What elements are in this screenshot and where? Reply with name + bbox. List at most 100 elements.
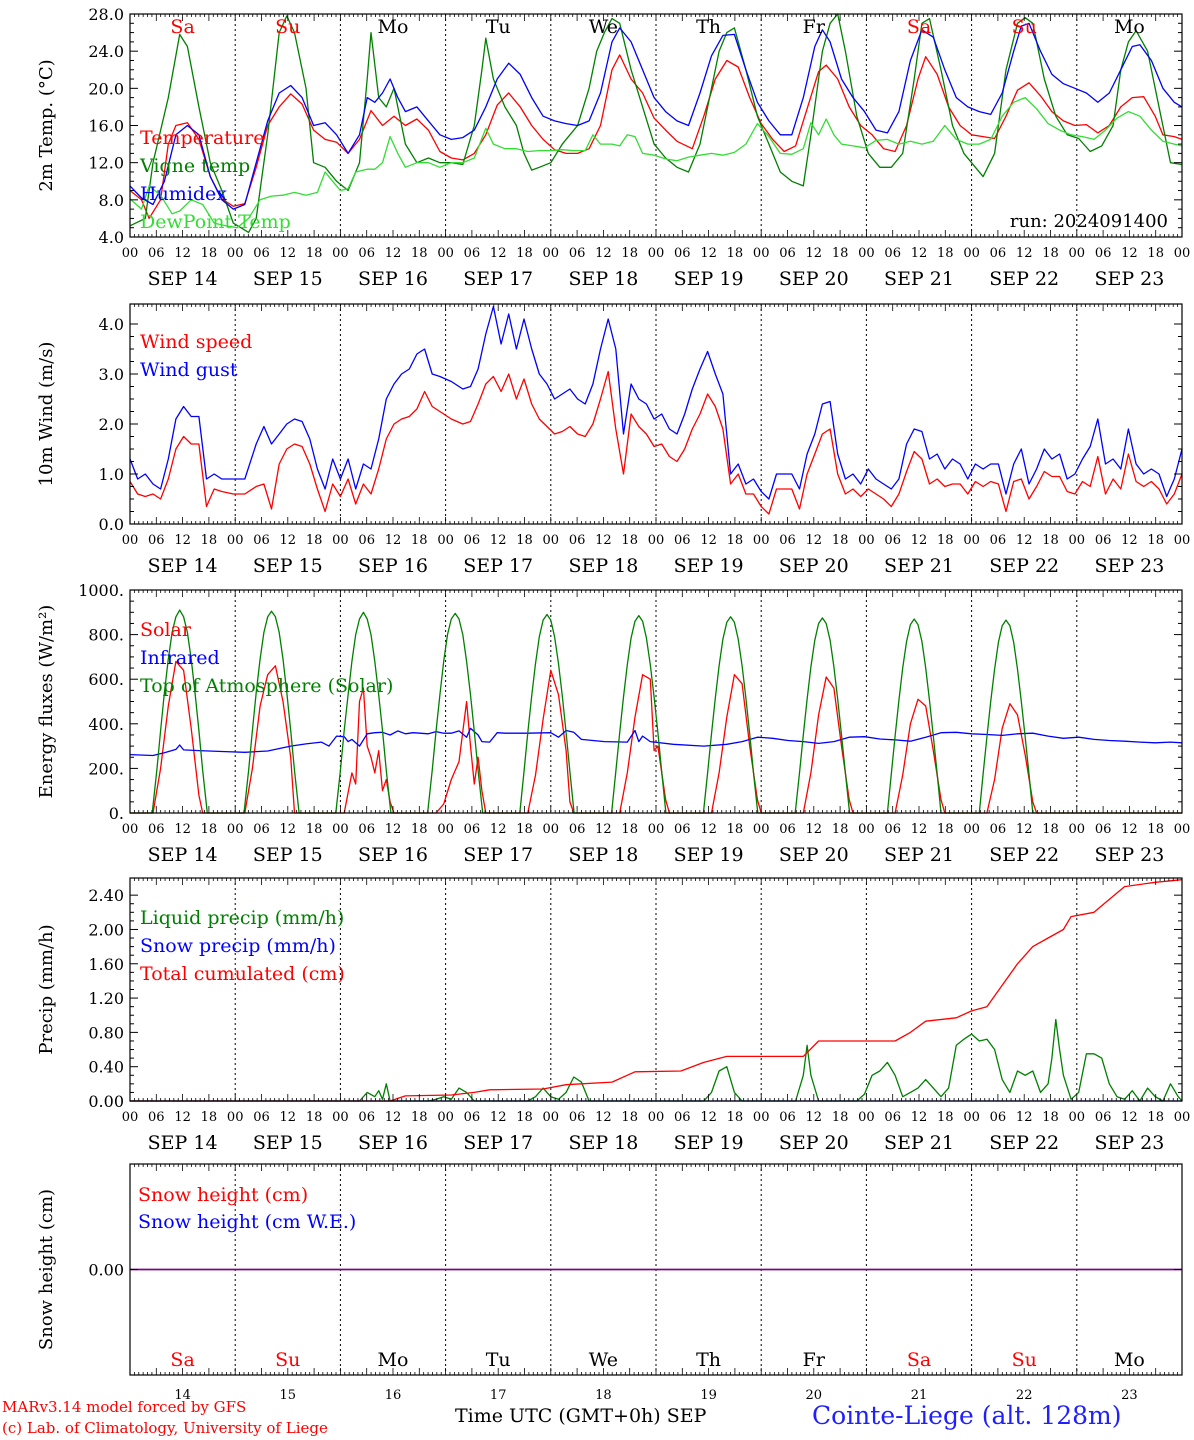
hour-label: 18 xyxy=(516,822,533,837)
hour-label: 00 xyxy=(1174,246,1191,261)
run-annotation: run: 2024091400 xyxy=(1010,211,1168,232)
hour-label: 00 xyxy=(858,246,875,261)
date-label: SEP 21 xyxy=(884,268,954,290)
day-number: 19 xyxy=(700,1388,717,1403)
hour-label: 06 xyxy=(674,1110,691,1125)
day-number: 17 xyxy=(490,1388,507,1403)
hour-label: 12 xyxy=(700,533,717,548)
hour-label: 12 xyxy=(1121,1110,1138,1125)
hour-label: 18 xyxy=(201,246,218,261)
series-line-energy-0 xyxy=(130,660,1182,814)
day-number: 22 xyxy=(1016,1388,1033,1403)
y-tick-label: 400. xyxy=(88,715,124,734)
y-tick-label: 800. xyxy=(88,626,124,645)
hour-label: 06 xyxy=(884,822,901,837)
hour-label: 00 xyxy=(963,1110,980,1125)
weekday-label-top: Sa xyxy=(170,16,194,38)
hour-label: 18 xyxy=(727,822,744,837)
hour-label: 00 xyxy=(437,246,454,261)
date-label: SEP 16 xyxy=(358,268,428,290)
hour-label: 12 xyxy=(385,246,402,261)
legend-0: Solar xyxy=(140,619,192,641)
hour-label: 00 xyxy=(1069,533,1086,548)
precip-panel: 0.00 0.40 0.80 1.20 1.60 2.00 2.40 Precip (mm/h… xyxy=(36,877,1190,1154)
hour-label: 06 xyxy=(990,533,1007,548)
date-label: SEP 22 xyxy=(989,555,1059,577)
date-label: SEP 14 xyxy=(148,1132,218,1154)
hour-label: 18 xyxy=(832,1110,849,1125)
hour-label: 00 xyxy=(332,822,349,837)
hour-label: 18 xyxy=(411,822,428,837)
weekday-label-top: We xyxy=(589,16,618,38)
hour-label: 18 xyxy=(937,246,954,261)
hour-label: 06 xyxy=(884,1110,901,1125)
hour-label: 00 xyxy=(753,822,770,837)
hour-label: 18 xyxy=(306,246,323,261)
y-tick-label: 0.00 xyxy=(88,1092,124,1111)
hour-label: 06 xyxy=(990,246,1007,261)
y-tick-label: 0. xyxy=(109,804,124,823)
hour-label: 00 xyxy=(648,246,665,261)
date-label: SEP 20 xyxy=(779,1132,849,1154)
date-label: SEP 21 xyxy=(884,844,954,866)
hour-label: 06 xyxy=(148,822,165,837)
day-number: 14 xyxy=(174,1388,191,1403)
hour-label: 18 xyxy=(727,533,744,548)
hour-label: 12 xyxy=(1016,1110,1033,1125)
hour-label: 12 xyxy=(174,533,191,548)
hour-label: 00 xyxy=(437,1110,454,1125)
hour-label: 12 xyxy=(174,1110,191,1125)
legend-1: Snow precip (mm/h) xyxy=(140,935,336,957)
date-label: SEP 22 xyxy=(989,268,1059,290)
legend-0: Liquid precip (mm/h) xyxy=(140,907,344,929)
hour-label: 12 xyxy=(490,1110,507,1125)
y-tick-label: 3.0 xyxy=(99,365,124,384)
hour-label: 12 xyxy=(806,1110,823,1125)
y-axis-label: Energy fluxes (W/m²) xyxy=(36,605,57,799)
weekday-label-bottom: Su xyxy=(275,1349,300,1371)
date-label: SEP 14 xyxy=(148,268,218,290)
hour-label: 00 xyxy=(332,246,349,261)
weekday-label-bottom: We xyxy=(589,1349,618,1371)
hour-label: 06 xyxy=(990,1110,1007,1125)
hour-label: 12 xyxy=(1121,822,1138,837)
hour-label: 12 xyxy=(174,246,191,261)
hour-label: 06 xyxy=(358,1110,375,1125)
hour-label: 06 xyxy=(884,246,901,261)
hour-label: 12 xyxy=(911,1110,928,1125)
hour-label: 06 xyxy=(569,246,586,261)
hour-label: 12 xyxy=(385,1110,402,1125)
y-tick-label: 1.60 xyxy=(88,955,124,974)
date-label: SEP 19 xyxy=(674,1132,744,1154)
hour-label: 18 xyxy=(411,1110,428,1125)
hour-label: 00 xyxy=(437,533,454,548)
y-axis-label: Precip (mm/h) xyxy=(36,924,57,1054)
y-tick-label: 1000. xyxy=(78,581,124,600)
hour-label: 12 xyxy=(1016,533,1033,548)
hour-label: 18 xyxy=(1042,822,1059,837)
hour-label: 18 xyxy=(937,533,954,548)
date-label: SEP 19 xyxy=(674,844,744,866)
hour-label: 06 xyxy=(569,1110,586,1125)
y-tick-label: 16.0 xyxy=(88,117,124,136)
day-number: 21 xyxy=(911,1388,928,1403)
weekday-label-top: Mo xyxy=(1114,16,1145,38)
hour-label: 18 xyxy=(516,1110,533,1125)
weekday-label-top: Su xyxy=(275,16,300,38)
hour-label: 18 xyxy=(201,822,218,837)
hour-label: 06 xyxy=(1095,822,1112,837)
hour-label: 00 xyxy=(1069,1110,1086,1125)
hour-label: 12 xyxy=(280,1110,297,1125)
hour-label: 18 xyxy=(516,533,533,548)
hour-label: 18 xyxy=(201,533,218,548)
station-label: Cointe-Liege (alt. 128m) xyxy=(812,1401,1122,1430)
legend-1: Infrared xyxy=(140,647,220,669)
date-label: SEP 17 xyxy=(463,268,533,290)
hour-label: 00 xyxy=(122,1110,139,1125)
hour-label: 06 xyxy=(1095,533,1112,548)
weekday-label-bottom: Tu xyxy=(486,1349,511,1371)
date-label: SEP 17 xyxy=(463,844,533,866)
model-credit: MARv3.14 model forced by GFS xyxy=(2,1398,247,1416)
hour-label: 18 xyxy=(727,246,744,261)
weekday-label-bottom: Fr xyxy=(803,1349,826,1371)
